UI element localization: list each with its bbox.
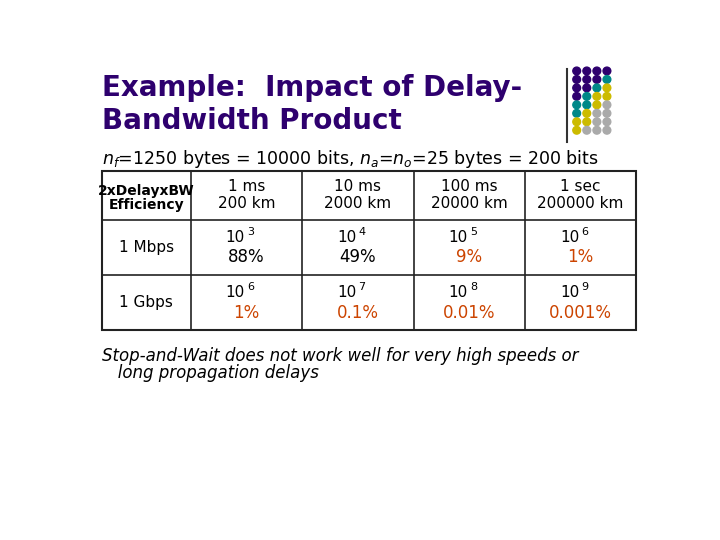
Text: 7: 7 xyxy=(359,282,366,292)
Text: 1%: 1% xyxy=(233,303,260,322)
Circle shape xyxy=(583,92,590,100)
Circle shape xyxy=(583,118,590,126)
Circle shape xyxy=(593,67,600,75)
Text: Example:  Impact of Delay-: Example: Impact of Delay- xyxy=(102,74,522,102)
Circle shape xyxy=(573,84,580,92)
Circle shape xyxy=(603,110,611,117)
Circle shape xyxy=(593,126,600,134)
Circle shape xyxy=(573,101,580,109)
Text: 10: 10 xyxy=(225,230,245,245)
Bar xyxy=(102,171,636,330)
Text: 6: 6 xyxy=(247,282,254,292)
Circle shape xyxy=(573,126,580,134)
Text: 1 ms: 1 ms xyxy=(228,179,265,193)
Text: 2xDelayxBW: 2xDelayxBW xyxy=(98,185,194,199)
Circle shape xyxy=(593,101,600,109)
Text: 0.001%: 0.001% xyxy=(549,303,612,322)
Circle shape xyxy=(603,67,611,75)
Text: 10: 10 xyxy=(225,285,245,300)
Circle shape xyxy=(573,110,580,117)
Circle shape xyxy=(603,92,611,100)
Circle shape xyxy=(603,76,611,83)
Text: 1 Mbps: 1 Mbps xyxy=(119,240,174,255)
Text: 10: 10 xyxy=(560,230,579,245)
Text: 10: 10 xyxy=(337,230,356,245)
Text: 3: 3 xyxy=(247,227,254,237)
Circle shape xyxy=(603,84,611,92)
Circle shape xyxy=(593,92,600,100)
Circle shape xyxy=(603,101,611,109)
Text: 10 ms: 10 ms xyxy=(334,179,382,193)
Text: 10: 10 xyxy=(449,230,468,245)
Circle shape xyxy=(583,76,590,83)
Text: 4: 4 xyxy=(359,227,366,237)
Text: 10: 10 xyxy=(560,285,579,300)
Circle shape xyxy=(573,76,580,83)
Text: 10: 10 xyxy=(337,285,356,300)
Text: Efficiency: Efficiency xyxy=(109,198,184,212)
Circle shape xyxy=(583,67,590,75)
Text: 10: 10 xyxy=(449,285,468,300)
Text: $\it{n_f}$=1250 bytes = 10000 bits, $\it{n_a}$=$\it{n_o}$=25 bytes = 200 bits: $\it{n_f}$=1250 bytes = 10000 bits, $\it… xyxy=(102,148,598,170)
Text: 200 km: 200 km xyxy=(217,195,275,211)
Text: 1%: 1% xyxy=(567,248,594,266)
Circle shape xyxy=(573,92,580,100)
Text: 100 ms: 100 ms xyxy=(441,179,498,193)
Circle shape xyxy=(603,126,611,134)
Text: 20000 km: 20000 km xyxy=(431,195,508,211)
Circle shape xyxy=(593,84,600,92)
Text: 8: 8 xyxy=(470,282,477,292)
Circle shape xyxy=(583,110,590,117)
Text: 6: 6 xyxy=(582,227,588,237)
Circle shape xyxy=(593,76,600,83)
Circle shape xyxy=(593,118,600,126)
Circle shape xyxy=(603,118,611,126)
Text: long propagation delays: long propagation delays xyxy=(102,364,318,382)
Text: 2000 km: 2000 km xyxy=(324,195,392,211)
Circle shape xyxy=(573,67,580,75)
Text: 0.01%: 0.01% xyxy=(443,303,495,322)
Text: 0.1%: 0.1% xyxy=(337,303,379,322)
Text: 200000 km: 200000 km xyxy=(538,195,624,211)
Text: 9: 9 xyxy=(581,282,588,292)
Text: 5: 5 xyxy=(470,227,477,237)
Text: 1 Gbps: 1 Gbps xyxy=(120,295,173,310)
Text: 1 sec: 1 sec xyxy=(560,179,601,193)
Text: 9%: 9% xyxy=(456,248,482,266)
Circle shape xyxy=(593,110,600,117)
Text: Stop-and-Wait does not work well for very high speeds or: Stop-and-Wait does not work well for ver… xyxy=(102,347,578,366)
Circle shape xyxy=(583,126,590,134)
Text: 49%: 49% xyxy=(340,248,376,266)
Circle shape xyxy=(583,84,590,92)
Circle shape xyxy=(583,101,590,109)
Text: 88%: 88% xyxy=(228,248,265,266)
Circle shape xyxy=(573,118,580,126)
Text: Bandwidth Product: Bandwidth Product xyxy=(102,107,401,135)
